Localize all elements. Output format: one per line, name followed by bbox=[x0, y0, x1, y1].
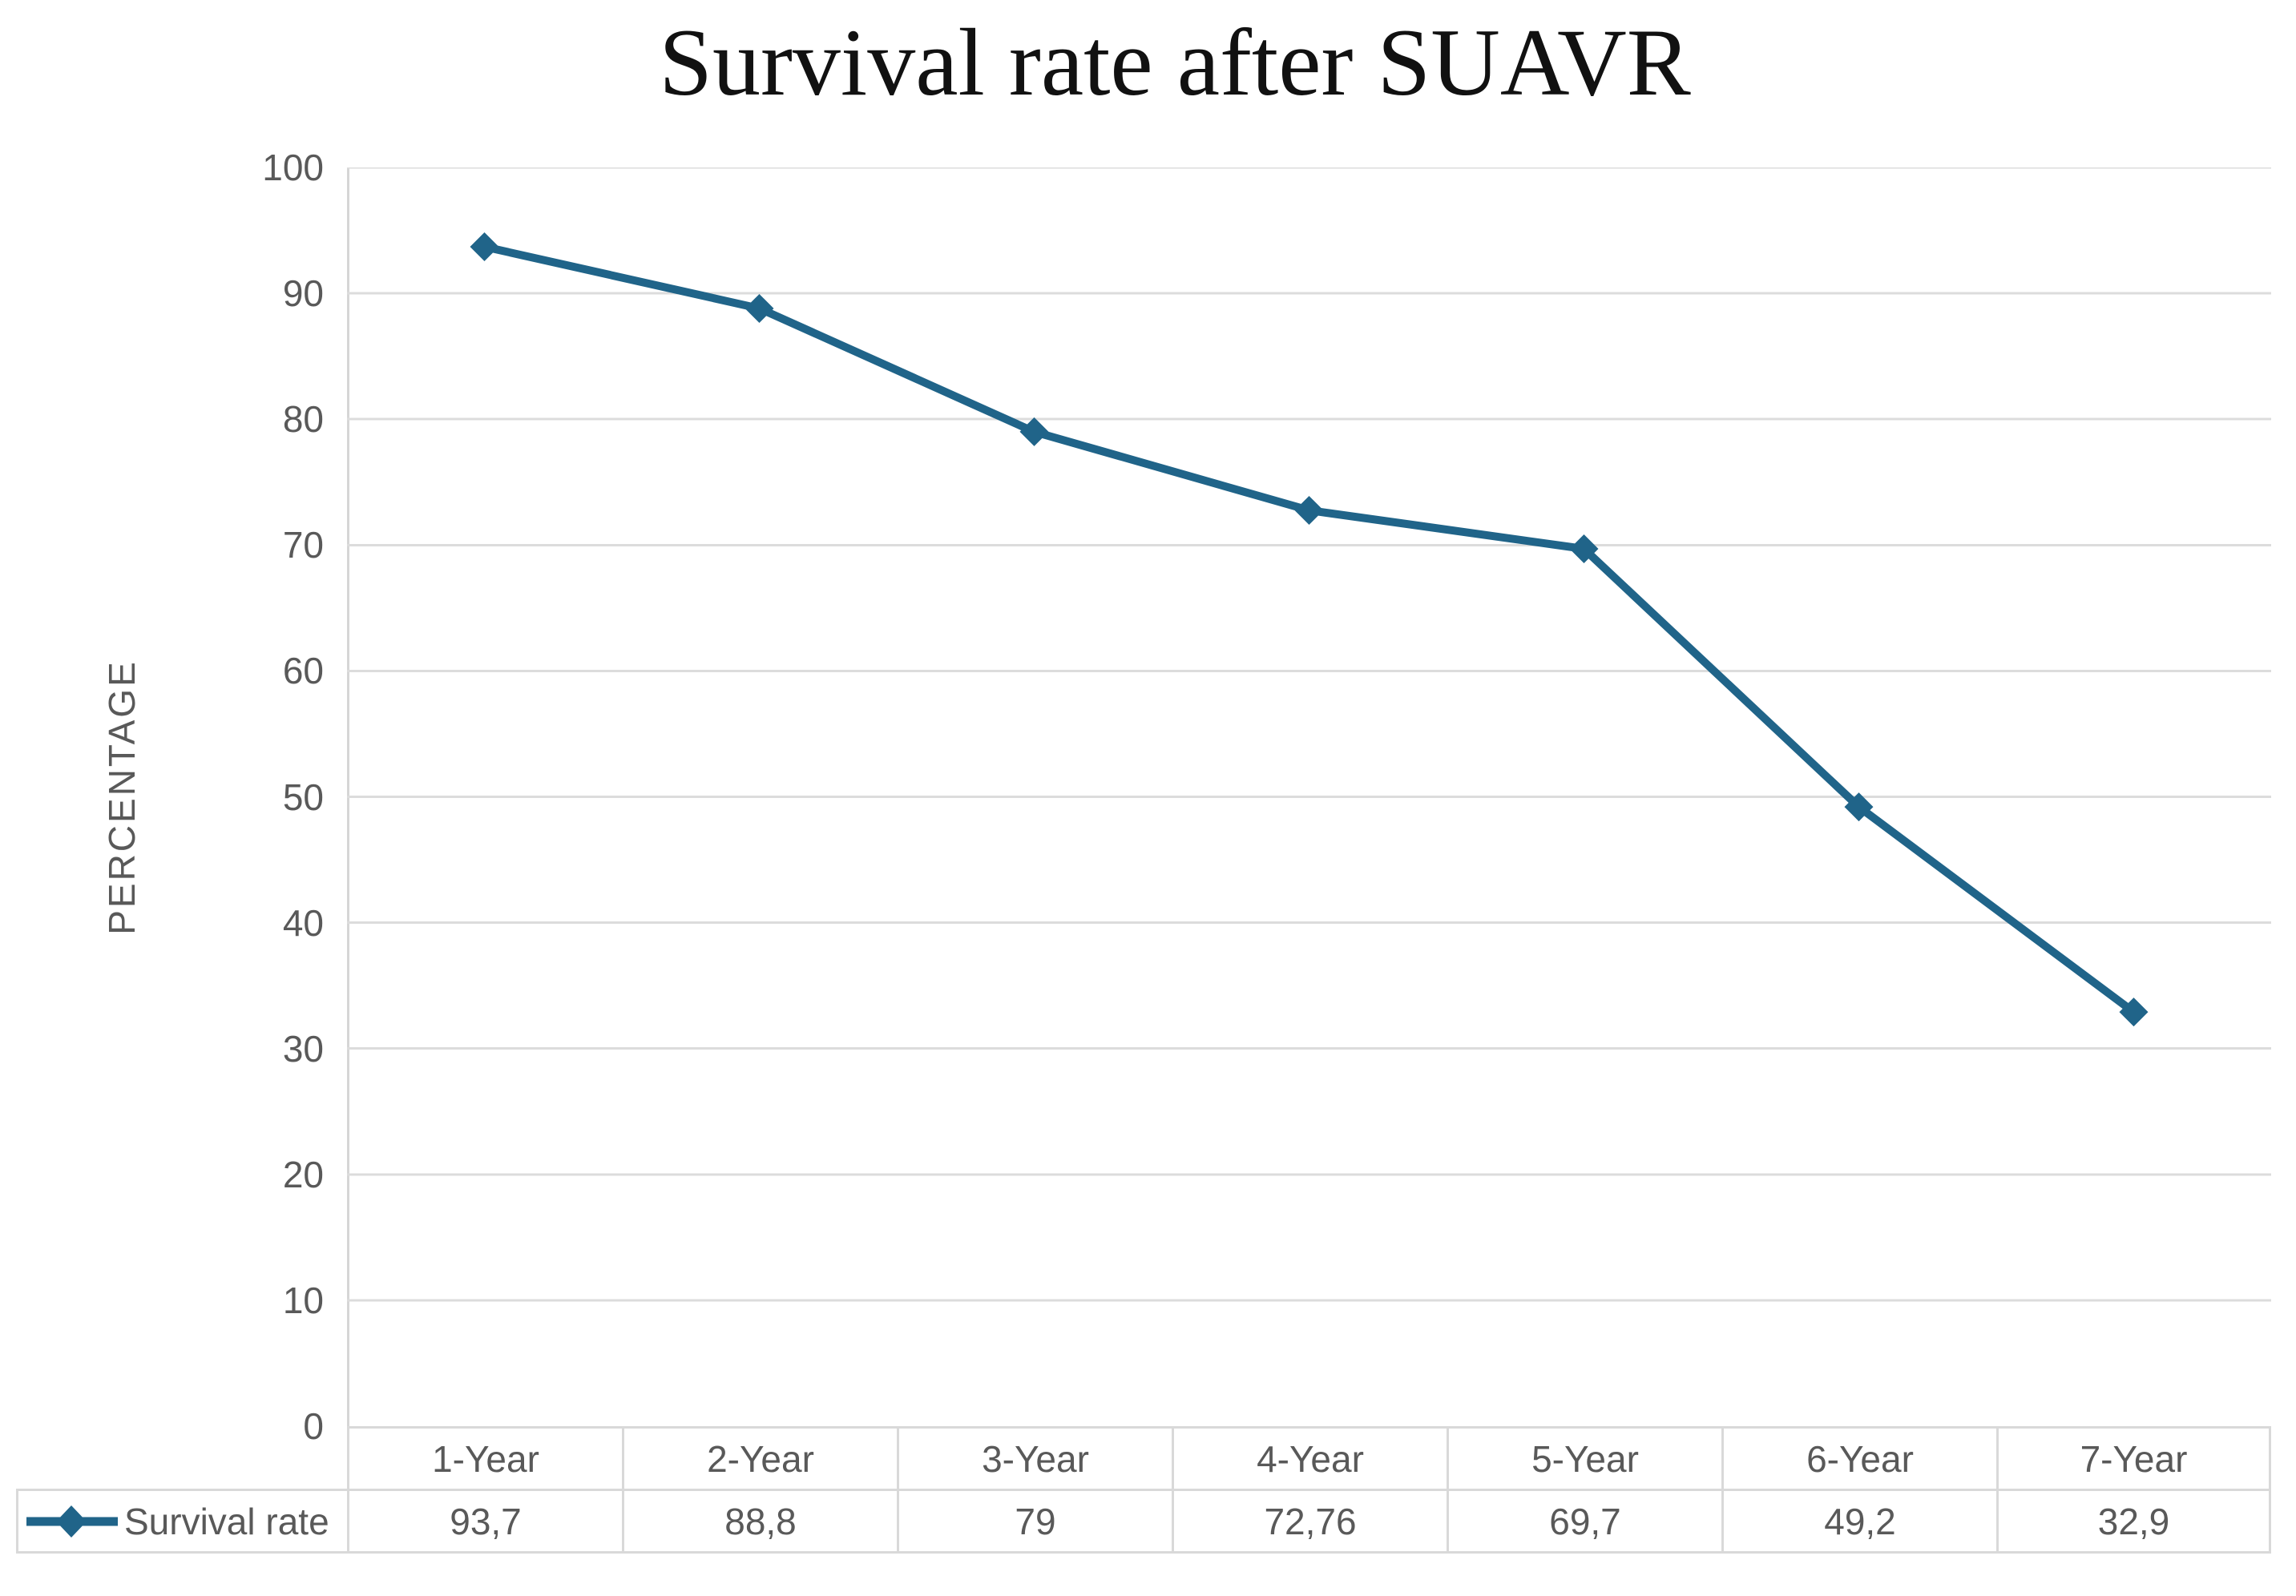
y-tick-label: 60 bbox=[282, 650, 324, 692]
table-header-cell: 4-Year bbox=[1172, 1426, 1447, 1489]
y-tick-label: 70 bbox=[282, 524, 324, 566]
table-corner-spacer bbox=[16, 1426, 347, 1489]
table-value-cell: 72,76 bbox=[1172, 1489, 1447, 1554]
table-header-cell: 2-Year bbox=[622, 1426, 897, 1489]
line-series-legend-marker-icon bbox=[26, 1505, 118, 1538]
table-header-cell: 6-Year bbox=[1721, 1426, 1996, 1489]
y-axis-tick-labels: 100 90 80 70 60 50 40 30 20 10 0 bbox=[0, 0, 324, 1596]
data-point-marker bbox=[470, 232, 499, 261]
chart-title: Survival rate after SUAVR bbox=[659, 9, 1691, 115]
table-value-cell: 32,9 bbox=[1996, 1489, 2271, 1554]
y-tick-label: 30 bbox=[282, 1027, 324, 1070]
y-tick-label: 90 bbox=[282, 272, 324, 315]
table-value-cell: 88,8 bbox=[622, 1489, 897, 1554]
data-point-marker bbox=[1844, 792, 1874, 822]
legend-label: Survival rate bbox=[124, 1500, 329, 1542]
table-header-cell: 1-Year bbox=[347, 1426, 622, 1489]
data-point-marker bbox=[1569, 534, 1599, 564]
table-value-cell: 79 bbox=[897, 1489, 1172, 1554]
legend-cell: Survival rate bbox=[16, 1489, 347, 1554]
table-value-cell: 69,7 bbox=[1447, 1489, 1721, 1554]
y-tick-label: 20 bbox=[282, 1153, 324, 1195]
data-table: Survival rate 1-Year 2-Year 3-Year 4-Year 5-… bbox=[16, 1426, 2271, 1554]
y-tick-label: 40 bbox=[282, 901, 324, 944]
y-tick-label: 10 bbox=[282, 1279, 324, 1321]
table-value-cell: 49,2 bbox=[1721, 1489, 1996, 1554]
table-header-cell: 5-Year bbox=[1447, 1426, 1721, 1489]
plot-area bbox=[347, 167, 2271, 1302]
y-tick-label: 0 bbox=[303, 1405, 324, 1447]
y-tick-label: 80 bbox=[282, 398, 324, 441]
y-tick-label: 50 bbox=[282, 776, 324, 818]
y-tick-label: 100 bbox=[262, 147, 324, 188]
data-point-marker bbox=[1019, 417, 1049, 446]
table-value-cell: 93,7 bbox=[347, 1489, 622, 1554]
data-point-marker bbox=[2119, 998, 2149, 1027]
data-point-marker bbox=[1294, 495, 1324, 525]
series-line bbox=[480, 242, 2138, 1017]
table-header-cell: 3-Year bbox=[897, 1426, 1172, 1489]
table-header-cell: 7-Year bbox=[1996, 1426, 2271, 1489]
data-point-marker bbox=[744, 293, 774, 323]
